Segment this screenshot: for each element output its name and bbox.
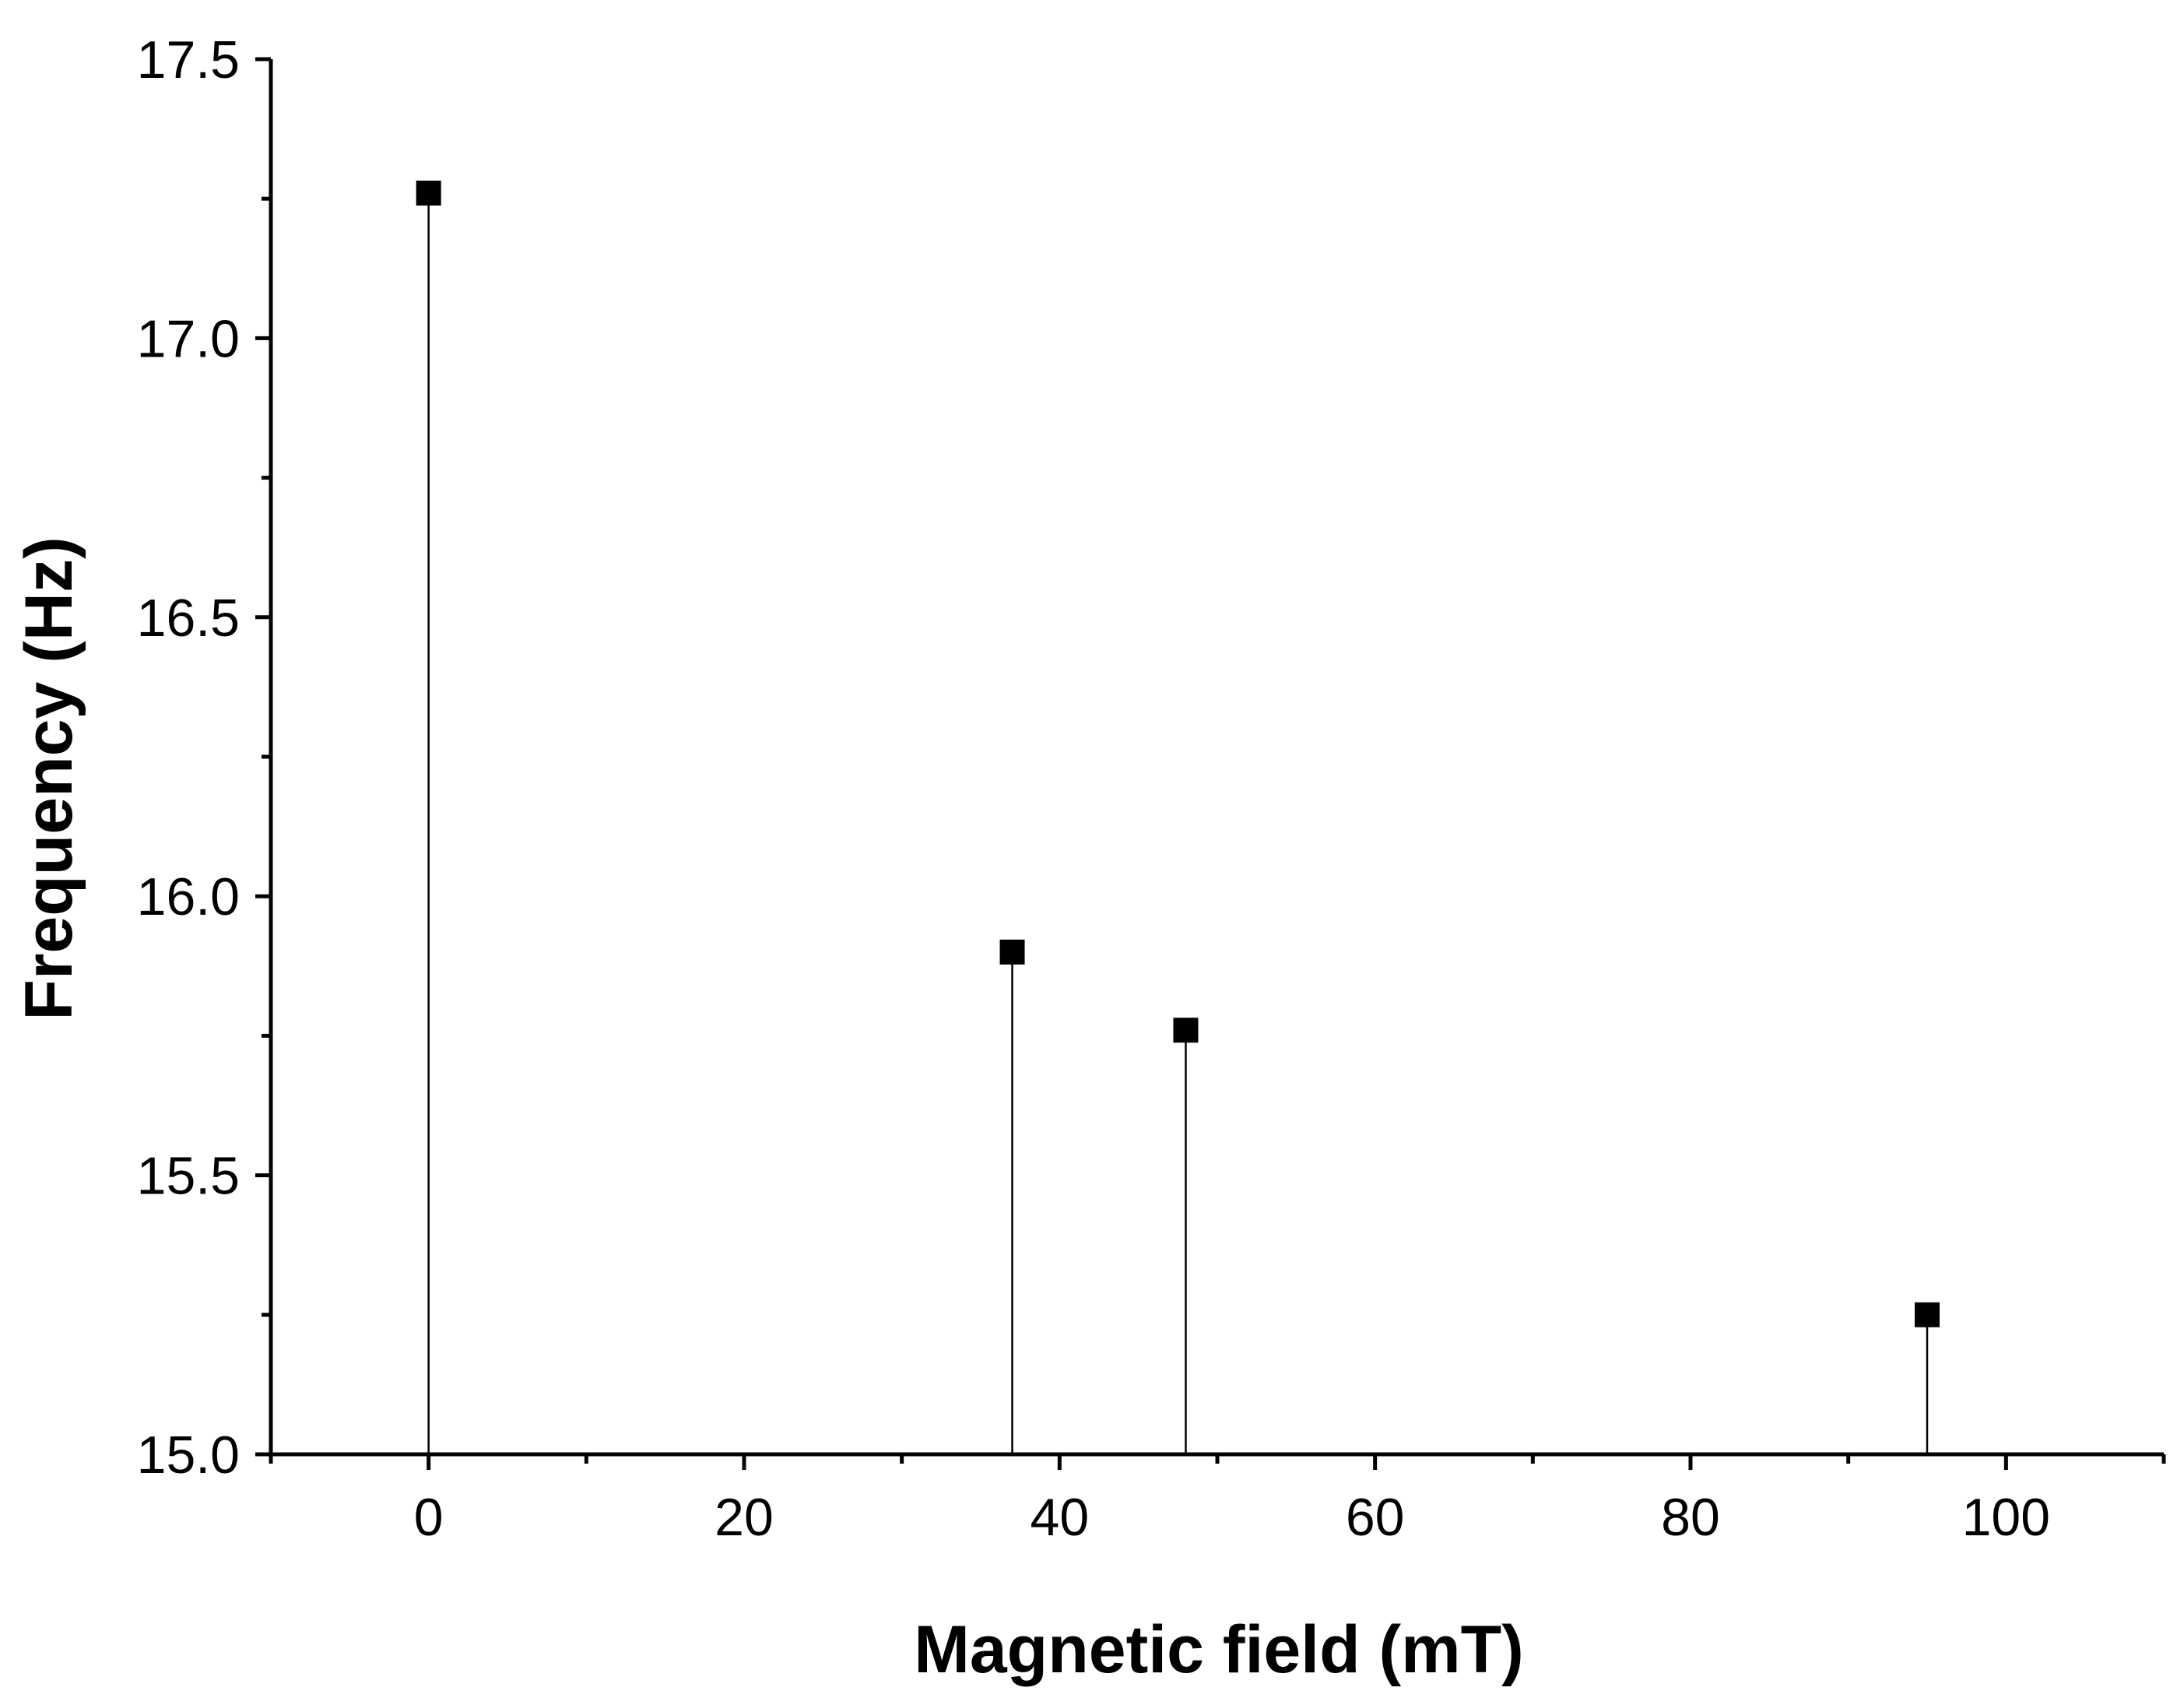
y-tick-label: 15.5 — [137, 1147, 240, 1206]
x-axis-title: Magnetic field (mT) — [914, 1612, 1524, 1687]
stems-layer — [427, 193, 1929, 1454]
y-axis-title: Frequency (Hz) — [12, 536, 86, 1020]
data-point — [1173, 1018, 1199, 1043]
markers-layer — [416, 181, 1940, 1327]
x-tick-label: 40 — [1031, 1488, 1090, 1547]
data-point — [999, 939, 1025, 965]
labels-layer: 0 20 40 60 80 100 15.0 15.5 16.0 16.5 17.0 17.5 — [137, 30, 2050, 1547]
axes-layer — [255, 57, 2166, 1470]
data-point — [416, 181, 441, 206]
x-tick-label: 20 — [715, 1488, 774, 1547]
y-tick-label: 15.0 — [137, 1426, 240, 1485]
x-tick-label: 0 — [414, 1488, 444, 1547]
y-tick-label: 16.5 — [137, 589, 240, 648]
y-tick-label: 17.0 — [137, 309, 240, 368]
x-tick-label: 80 — [1661, 1488, 1720, 1547]
y-tick-label: 17.5 — [137, 30, 240, 90]
y-tick-label: 16.0 — [137, 867, 240, 926]
data-point — [1915, 1302, 1940, 1327]
x-tick-label: 100 — [1962, 1488, 2050, 1547]
x-tick-label: 60 — [1346, 1488, 1405, 1547]
